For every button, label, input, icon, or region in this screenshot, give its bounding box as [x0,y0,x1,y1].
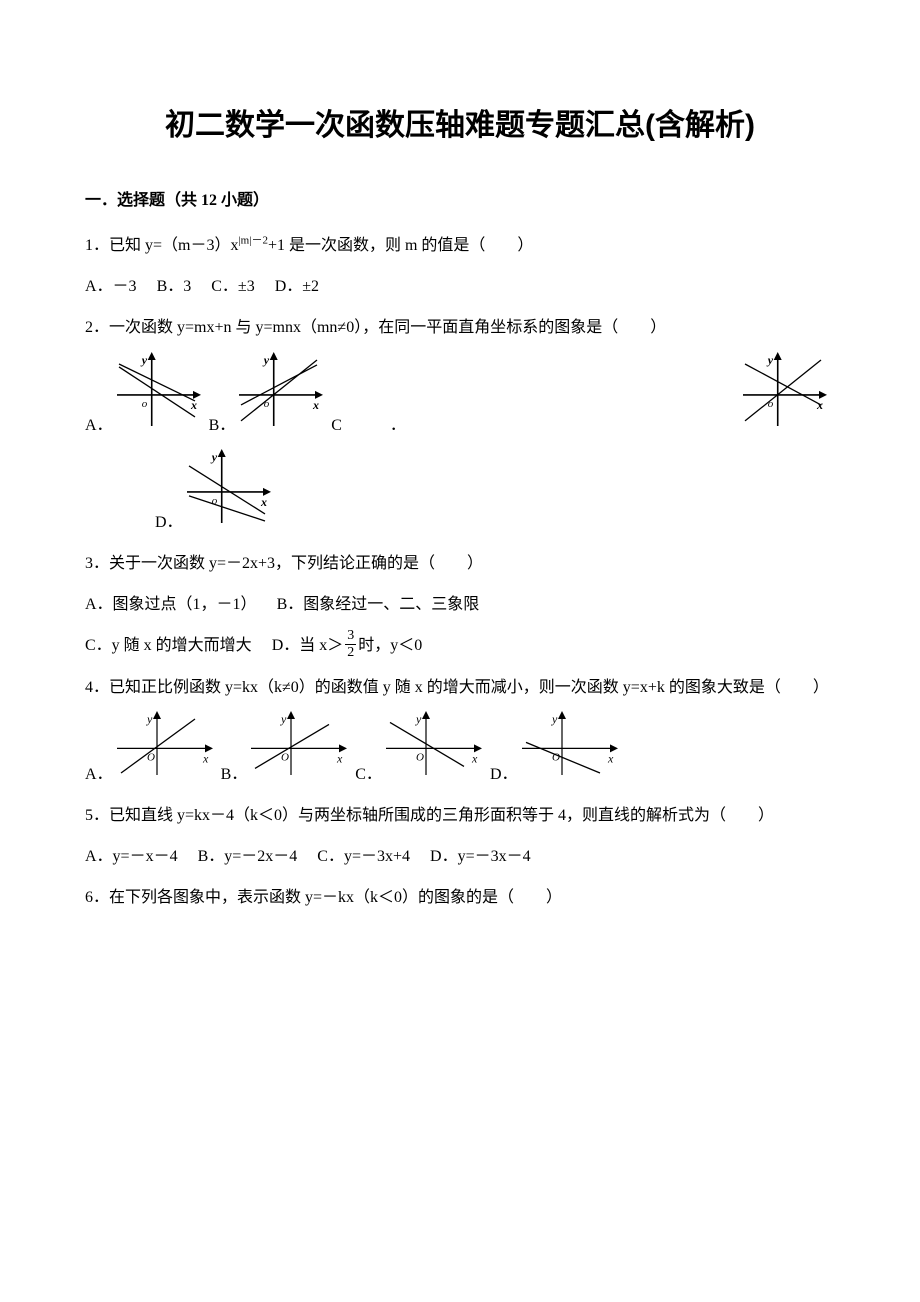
q2-a-label: A． [85,408,113,443]
q2-c-seg: C ． [331,408,406,443]
q4-c-label: C． [355,757,382,792]
q5-a: A．y=－x－4 [85,839,178,874]
q4-b-seg: B． y x O [221,711,348,792]
q5-d: D．y=－3x－4 [430,839,531,874]
svg-text:x: x [816,397,823,411]
q4-a-seg: A． yxO [85,711,213,792]
svg-text:y: y [209,450,217,464]
svg-text:x: x [312,397,319,411]
q2-graph-a: yxo [113,352,201,443]
section-heading: 一．选择题（共 12 小题） [85,186,835,210]
q3-d-pre: D．当 x＞ [272,637,344,654]
q4-b-label: B． [221,757,248,792]
svg-text:y: y [415,712,422,726]
q1-d: D．±2 [275,269,319,304]
svg-text:y: y [139,353,147,367]
svg-text:y: y [551,712,558,726]
q3-fraction: 32 [345,629,356,660]
question-3: 3．关于一次函数 y=－2x+3，下列结论正确的是（ ） [85,546,835,581]
svg-text:y: y [146,712,153,726]
q2-choices-row1: A． yxo B． yxo C ． yxo [85,352,835,443]
svg-text:x: x [202,751,209,765]
question-1: 1．已知 y=（m－3）x|m|－2+1 是一次函数，则 m 的值是（ ） [85,228,835,263]
question-4: 4．已知正比例函数 y=kx（k≠0）的函数值 y 随 x 的增大而减小，则一次… [85,670,835,705]
q2-b-label: B． [209,408,236,443]
q4-c-seg: C． y x O [355,711,482,792]
svg-text:y: y [766,353,774,367]
question-2: 2．一次函数 y=mx+n 与 y=mnx（mn≠0），在同一平面直角坐标系的图… [85,310,835,345]
q2-graph-c-seg: yxo [739,352,827,443]
q5-c: C．y=－3x+4 [317,839,410,874]
q3-d: D．当 x＞32时，y＜0 [272,628,423,663]
q3-c: C．y 随 x 的增大而增大 [85,628,252,663]
q3-choices-row2: C．y 随 x 的增大而增大 D．当 x＞32时，y＜0 [85,628,835,663]
q3-a: A．图象过点（1，－1） [85,587,257,622]
question-5: 5．已知直线 y=kx－4（k＜0）与两坐标轴所围成的三角形面积等于 4，则直线… [85,798,835,833]
page: 初二数学一次函数压轴难题专题汇总(含解析) 一．选择题（共 12 小题） 1．已… [0,0,920,1302]
q2-b-seg: B． yxo [209,352,324,443]
svg-text:x: x [260,495,267,509]
q3-frac-num: 3 [345,629,356,645]
q1-c: C．±3 [211,269,254,304]
q2-d-seg: D． yxo [155,449,271,540]
q3-d-post: 时，y＜0 [358,637,422,654]
svg-text:x: x [336,751,343,765]
q1-choices: A．－3 B．3 C．±3 D．±2 [85,269,835,304]
svg-text:x: x [471,751,478,765]
page-title: 初二数学一次函数压轴难题专题汇总(含解析) [85,100,835,144]
q4-graph-d: yxO [518,711,618,792]
q2-a-seg: A． yxo [85,352,201,443]
q5-choices: A．y=－x－4 B．y=－2x－4 C．y=－3x+4 D．y=－3x－4 [85,839,835,874]
q5-b: B．y=－2x－4 [198,839,298,874]
q2-graph-d: yxo [183,449,271,540]
q2-graph-c: yxo [739,352,827,443]
q4-graph-a: yxO [113,711,213,792]
q2-c-label: C ． [331,408,406,443]
svg-text:y: y [280,712,287,726]
q2-choices-row2: D． yxo [85,449,835,540]
svg-text:O: O [281,751,289,763]
svg-text:O: O [416,751,424,763]
q1-a: A．－3 [85,269,137,304]
q4-d-seg: D． yxO [490,711,618,792]
q4-a-label: A． [85,757,113,792]
svg-text:y: y [262,353,270,367]
svg-text:x: x [607,751,614,765]
q1-b: B．3 [157,269,192,304]
q1-text: 1．已知 y=（m－3）x|m|－2+1 是一次函数，则 m 的值是（ ） [85,237,533,254]
q4-choices: A． y x O B． y x O C． y x O D． y x O [85,711,835,792]
q3-choices-row1: A．图象过点（1，－1） B．图象经过一、二、三象限 [85,587,835,622]
question-6: 6．在下列各图象中，表示函数 y=－kx（k＜0）的图象的是（ ） [85,880,835,915]
q4-graph-c: y x O [382,711,482,792]
q2-d-label: D． [155,505,183,540]
svg-text:o: o [141,397,147,409]
q4-d-label: D． [490,757,518,792]
q2-graph-b: yxo [235,352,323,443]
q4-graph-b: y x O [247,711,347,792]
q3-frac-den: 2 [345,645,356,660]
q3-b: B．图象经过一、二、三象限 [277,587,480,622]
